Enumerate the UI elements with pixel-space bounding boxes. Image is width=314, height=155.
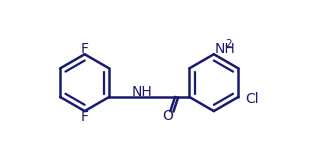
Text: NH: NH (215, 42, 236, 55)
Text: NH: NH (132, 85, 153, 99)
Text: O: O (162, 109, 173, 123)
Text: F: F (81, 110, 89, 124)
Text: 2: 2 (225, 39, 231, 49)
Text: Cl: Cl (245, 93, 258, 106)
Text: F: F (81, 42, 89, 55)
